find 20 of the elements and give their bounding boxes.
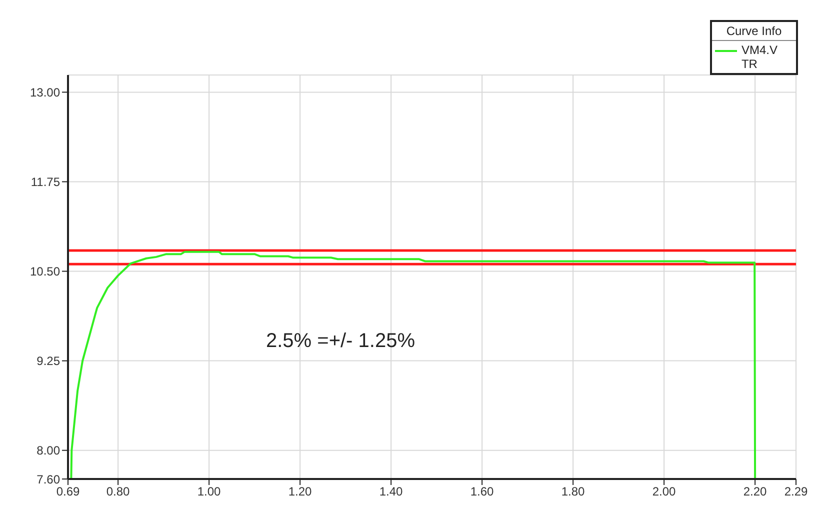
x-tick-label: 1.40 — [379, 484, 404, 499]
x-tick-label: 1.20 — [288, 484, 312, 499]
y-tick-label: 9.25 — [36, 354, 60, 368]
annotation: 2.5% =+/- 1.25% — [266, 330, 415, 353]
y-tick-label: 10.50 — [30, 264, 60, 279]
line-series — [70, 250, 756, 479]
x-tick-label: 0.69 — [56, 484, 80, 499]
x-tick-label: 2.00 — [652, 484, 676, 499]
x-tick-label: 0.80 — [106, 484, 130, 499]
x-tick-label: 2.29 — [784, 484, 808, 499]
x-tick-label: 1.60 — [470, 484, 494, 499]
y-tick-label: 11.75 — [30, 174, 60, 189]
x-tick-label: 1.00 — [197, 484, 222, 499]
y-tick-label: 7.60 — [36, 472, 60, 486]
x-tick-label: 1.80 — [561, 484, 586, 499]
y-tick-label: 13.00 — [30, 85, 60, 100]
legend-label: VM4.V TR — [741, 43, 778, 71]
x-tick-label: 2.20 — [743, 484, 768, 499]
y-tick-label: 8.00 — [36, 444, 60, 458]
legend-title: Curve Info — [712, 22, 796, 41]
